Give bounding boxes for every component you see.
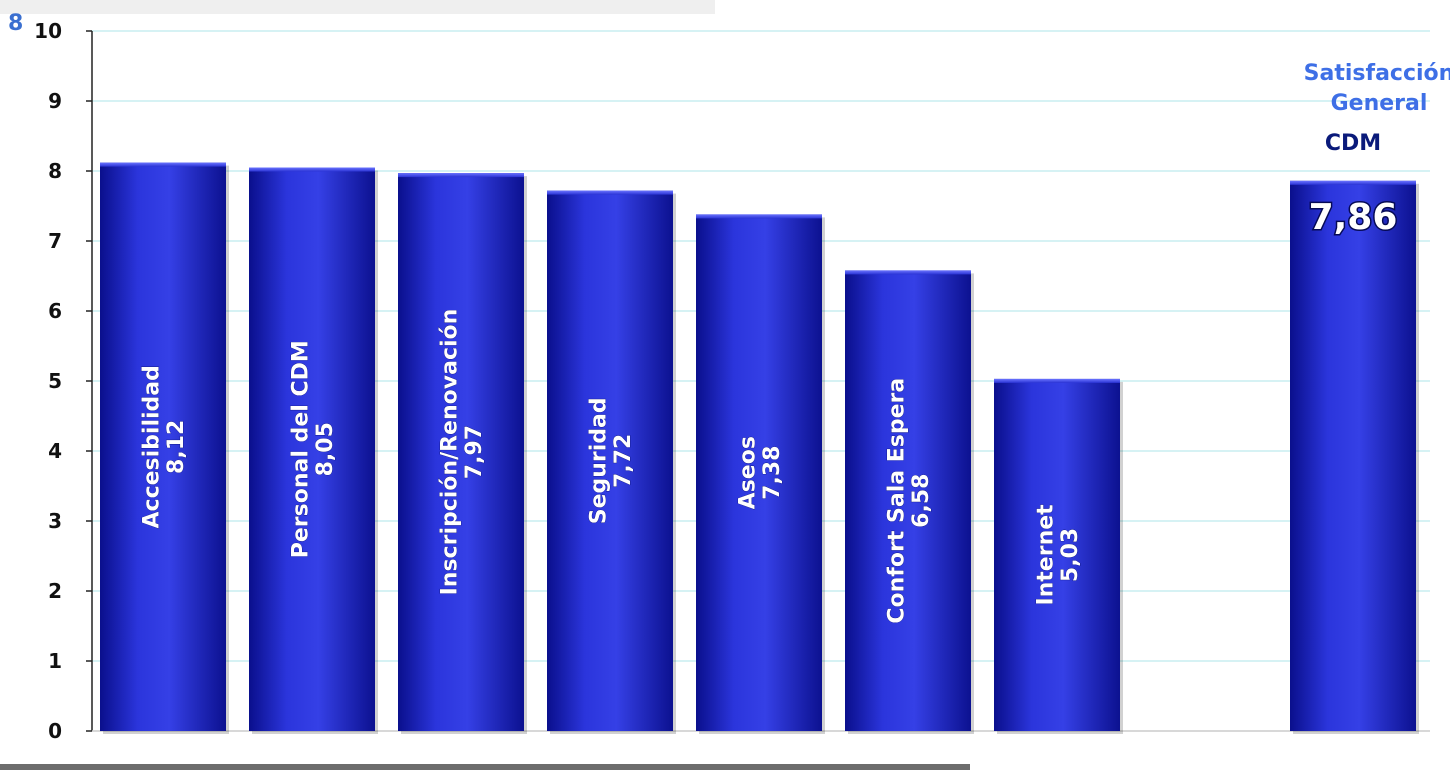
y-tick-label: 10 (34, 19, 62, 43)
bar-label: Confort Sala Espera6,58 (885, 378, 934, 624)
bar-label: Internet5,03 (1034, 504, 1083, 606)
summary-title: General (1331, 91, 1428, 116)
bar-body (1290, 180, 1416, 732)
category-label: Personal del CDM (289, 340, 314, 558)
bar-cap (249, 167, 375, 172)
bar-cap (696, 214, 822, 219)
bar-body (994, 378, 1120, 731)
value-label: 8,05 (313, 422, 338, 476)
bar-summary (1290, 180, 1419, 735)
category-label: Internet (1034, 504, 1059, 606)
y-tick-label: 0 (48, 719, 62, 743)
bar-seguridad (547, 190, 676, 735)
bar-label: Aseos7,38 (736, 436, 785, 509)
label-layer: Accesibilidad8,12 Personal del CDM8,05 Ins… (139, 61, 1450, 624)
value-label: 6,58 (909, 474, 934, 528)
value-label: 7,97 (462, 425, 487, 479)
category-label: Seguridad (587, 397, 612, 524)
bar-cap (547, 190, 673, 195)
y-tick-label: 9 (48, 89, 62, 113)
y-tick-label: 2 (48, 579, 62, 603)
bar-cap (994, 378, 1120, 383)
bar-label: Inscripción/Renovación7,97 (438, 309, 487, 596)
top-strip (0, 0, 715, 14)
summary-subtitle: CDM (1325, 131, 1381, 156)
bar-aseos (696, 214, 825, 734)
y-tick-label: 4 (48, 439, 62, 463)
bar-body (249, 167, 375, 731)
bar-accesibilidad (100, 162, 229, 735)
bar-body (398, 173, 524, 732)
bar-cap (845, 270, 971, 275)
y-tick-label: 3 (48, 509, 62, 533)
y-tick-label: 8 (48, 159, 62, 183)
y-tick-label: 6 (48, 299, 62, 323)
value-label: 8,12 (164, 420, 189, 474)
bar-cap (398, 173, 524, 178)
bar-cap (100, 162, 226, 167)
category-label: Aseos (736, 436, 761, 509)
category-label: Accesibilidad (140, 365, 165, 528)
bar-body (696, 214, 822, 731)
bar-label: Personal del CDM8,05 (289, 340, 338, 558)
bar-internet (994, 378, 1123, 734)
summary-title: Satisfacción (1304, 61, 1450, 86)
summary-value-label: 7,86 (1309, 197, 1398, 238)
y-tick-label: 7 (48, 229, 62, 253)
value-label: 7,72 (611, 434, 636, 488)
bar-body (845, 270, 971, 731)
bar-body (100, 162, 226, 732)
value-label: 7,38 (760, 446, 785, 500)
value-label: 5,03 (1058, 528, 1083, 582)
category-label: Inscripción/Renovación (438, 309, 463, 596)
corner-mark: 8 (8, 11, 22, 36)
bar-cap (1290, 180, 1416, 185)
bar-layer (100, 162, 1419, 735)
bar-label: Seguridad7,72 (587, 397, 636, 524)
category-label: Confort Sala Espera (885, 378, 910, 624)
bar-personal-del-cdm (249, 167, 378, 734)
bar-confort-sala-espera (845, 270, 974, 734)
bar-label: Accesibilidad8,12 (140, 365, 189, 528)
bar-body (547, 190, 673, 732)
y-tick-label: 1 (48, 649, 62, 673)
bottom-strip (0, 764, 970, 770)
bar-inscripci-n-renovaci-n (398, 173, 527, 735)
y-tick-label: 5 (48, 369, 62, 393)
